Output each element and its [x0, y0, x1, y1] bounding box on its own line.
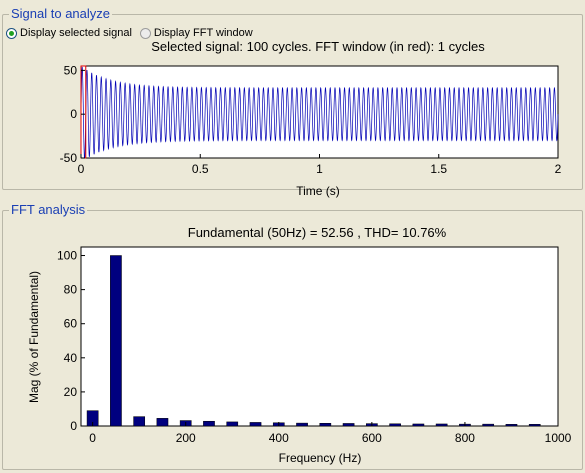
signal-plot-title: Selected signal: 100 cycles. FFT window … — [151, 39, 485, 54]
fft-summary-title: Fundamental (50Hz) = 52.56 , THD= 10.76% — [188, 225, 447, 240]
fft-x-tick-label: 0 — [89, 431, 96, 445]
fft-bar — [319, 423, 332, 427]
fft-bar — [528, 424, 541, 427]
signal-group-title: Signal to analyze — [9, 6, 113, 22]
fft-x-tick-label: 800 — [455, 431, 475, 445]
signal-x-tick-label: 1 — [316, 162, 323, 176]
fft-x-tick-label: 200 — [176, 431, 196, 445]
fft-x-tick-label: 600 — [362, 431, 382, 445]
signal-y-axis: -50 0 50 — [60, 63, 85, 165]
signal-x-tick-label: 2 — [555, 162, 562, 176]
fft-y-axis-label: Mag (% of Fundamental) — [27, 271, 41, 403]
signal-y-tick-label: 0 — [70, 107, 77, 121]
fft-bar — [482, 423, 495, 427]
display-fft-window-radio[interactable]: Display FFT window — [139, 27, 253, 39]
fft-x-axis-label: Frequency (Hz) — [279, 451, 362, 465]
signal-to-analyze-group: Signal to analyze — [2, 6, 583, 190]
display-fft-window-label: Display FFT window — [153, 27, 253, 39]
fft-bar — [389, 423, 401, 427]
fft-bar — [249, 422, 262, 427]
display-selected-signal-label: Display selected signal — [20, 27, 132, 39]
fft-x-axis: 0 200 400 600 800 1000 — [89, 422, 572, 445]
fft-y-tick-label: 80 — [64, 283, 78, 297]
radio-checked-icon — [6, 27, 17, 39]
fft-bar — [156, 418, 169, 427]
fft-x-tick-label: 1000 — [545, 431, 572, 445]
signal-y-tick-label: 50 — [64, 63, 78, 77]
signal-waveform — [80, 66, 559, 159]
fft-analysis-group: FFT analysis — [2, 202, 583, 470]
signal-x-tick-label: 0 — [78, 162, 85, 176]
signal-display-options: Display selected signal Display FFT wind… — [6, 27, 261, 39]
fft-bar — [110, 255, 122, 427]
signal-x-axis: 0 0.5 1 1.5 2 — [78, 154, 562, 176]
fft-bar — [133, 416, 146, 427]
fft-y-tick-label: 60 — [64, 317, 78, 331]
signal-y-tick-label: -50 — [60, 151, 78, 165]
signal-x-tick-label: 0.5 — [192, 162, 209, 176]
fft-bar — [435, 423, 448, 427]
fft-y-tick-label: 20 — [64, 385, 78, 399]
signal-x-axis-label: Time (s) — [296, 184, 340, 198]
signal-x-tick-label: 1.5 — [430, 162, 447, 176]
fft-bar — [203, 420, 215, 427]
fft-bar — [296, 422, 308, 427]
fft-bar — [412, 423, 425, 427]
fft-bar — [342, 423, 355, 427]
signal-plot: Selected signal: 100 cycles. FFT window … — [60, 39, 562, 198]
display-selected-signal-radio[interactable]: Display selected signal — [6, 27, 132, 39]
fft-bar — [505, 424, 518, 427]
fft-y-axis: 0 20 40 60 80 100 — [57, 249, 85, 433]
fft-x-tick-label: 400 — [269, 431, 289, 445]
fft-y-tick-label: 0 — [70, 419, 77, 433]
radio-unchecked-icon — [139, 27, 151, 39]
fft-y-tick-label: 100 — [57, 249, 77, 263]
fft-y-tick-label: 40 — [64, 351, 78, 365]
fft-plot-area — [80, 246, 559, 427]
signal-series-line — [80, 66, 559, 159]
fft-bar — [226, 421, 239, 427]
fft-group-title: FFT analysis — [9, 202, 88, 218]
